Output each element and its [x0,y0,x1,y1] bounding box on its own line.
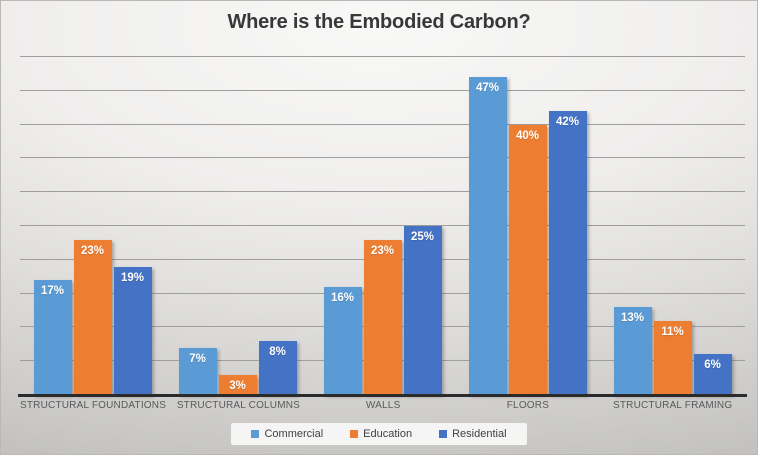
bar-groups: 17% 23% 19% 7% 3% 8% 16% 23% 25% 47% 40% 42% 13% 11% 6… [20,57,745,395]
legend-item-label: Commercial [264,428,324,440]
bar-residential-3[interactable]: 42% [548,111,587,395]
gridline-45pct [20,89,745,91]
x-axis-line [18,394,747,397]
legend: Commercial Education Residential [231,423,527,445]
bar-data-label: 6% [704,359,721,372]
bar-residential-1[interactable]: 8% [258,340,297,395]
category-label-0: STRUCTURAL FOUNDATIONS [20,400,167,411]
bar-residential-4[interactable]: 6% [693,354,732,395]
bar-group-2: 16% 23% 25% [310,57,455,395]
bar-data-label: 40% [515,129,540,142]
bar-data-label: 16% [330,291,355,304]
gridline-50pct [20,56,745,57]
legend-swatch-residential [439,430,448,438]
category-label-1: STRUCTURAL COLUMNS [176,400,301,411]
bar-data-label: 8% [269,345,286,358]
legend-row: Commercial Education Residential [0,423,758,445]
bar-group-4: 13% 11% 6% [600,57,745,395]
bar-group-1: 7% 3% 8% [165,57,310,395]
bar-commercial-1[interactable]: 7% [178,347,217,395]
bar-commercial-2[interactable]: 16% [323,286,362,395]
bar-group-0: 17% 23% 19% [20,57,165,395]
bar-commercial-0[interactable]: 17% [33,280,72,395]
bar-data-label: 23% [370,244,395,257]
legend-swatch-education [350,430,359,438]
legend-item-commercial[interactable]: Commercial [251,428,323,440]
bar-education-4[interactable]: 11% [653,320,692,395]
bar-residential-2[interactable]: 25% [403,226,442,395]
bar-data-label: 11% [661,325,684,338]
bar-education-3[interactable]: 40% [508,124,547,395]
chart-title: Where is the Embodied Carbon? [227,11,531,33]
category-label-3: FLOORS [506,400,550,411]
bar-residential-0[interactable]: 19% [113,266,152,395]
bar-data-label: 23% [80,244,105,257]
gridline-35pct [20,157,745,159]
bar-data-label: 7% [189,352,206,365]
legend-item-education[interactable]: Education [350,428,412,440]
plot-area: 17% 23% 19% 7% 3% 8% 16% 23% 25% 47% 40% 42% 13% 11% 6… [18,56,747,397]
bar-education-2[interactable]: 23% [363,239,402,395]
category-label-2: WALLS [365,400,401,411]
bar-data-label: 17% [40,285,65,298]
bar-data-label: 47% [475,82,500,95]
bar-commercial-4[interactable]: 13% [613,307,652,395]
bar-group-3: 47% 40% 42% [455,57,600,395]
gridline-30pct [20,191,745,193]
legend-item-label: Education [363,428,413,440]
gridline-40pct [20,123,745,125]
legend-item-label: Residential [452,428,507,440]
bar-education-0[interactable]: 23% [73,239,112,395]
legend-item-residential[interactable]: Residential [439,428,507,440]
category-axis-labels: STRUCTURAL FOUNDATIONS STRUCTURAL COLUMNS… [20,400,745,411]
bar-commercial-3[interactable]: 47% [468,77,507,395]
legend-swatch-commercial [251,430,260,438]
bar-data-label: 13% [620,312,645,325]
bar-data-label: 19% [120,271,145,284]
category-label-4: STRUCTURAL FRAMING [612,400,733,411]
bar-data-label: 42% [555,116,580,129]
bar-education-1[interactable]: 3% [218,374,257,395]
bar-data-label: 3% [229,379,246,392]
gridline-25pct [20,225,745,226]
bar-data-label: 25% [410,231,435,243]
